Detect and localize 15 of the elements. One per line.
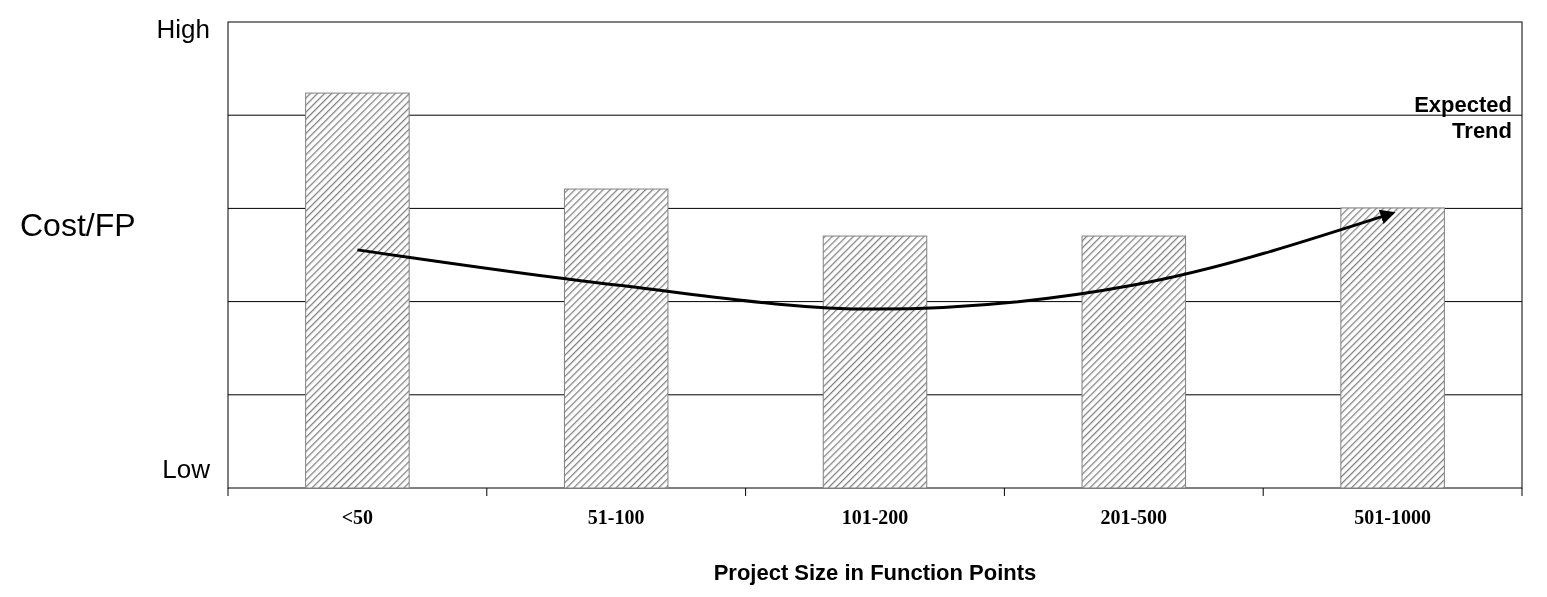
x-tick-label: <50 <box>341 506 374 528</box>
x-tick-label: 101-200 <box>841 506 909 528</box>
x-tick-label: 51-100 <box>587 506 645 528</box>
x-axis-title: Project Size in Function Points <box>713 560 1037 585</box>
x-tick-label: 201-500 <box>1100 506 1168 528</box>
y-axis-title: Cost/FP <box>20 207 136 243</box>
bar <box>1081 235 1187 489</box>
x-tick-label: 501-1000 <box>1354 506 1431 528</box>
bar <box>1340 207 1445 489</box>
bar <box>563 188 669 489</box>
bar <box>305 92 410 489</box>
annotation: Expected Trend <box>1414 92 1512 143</box>
bar <box>822 235 928 489</box>
text: High <box>156 14 210 44</box>
text: Low <box>162 454 211 484</box>
